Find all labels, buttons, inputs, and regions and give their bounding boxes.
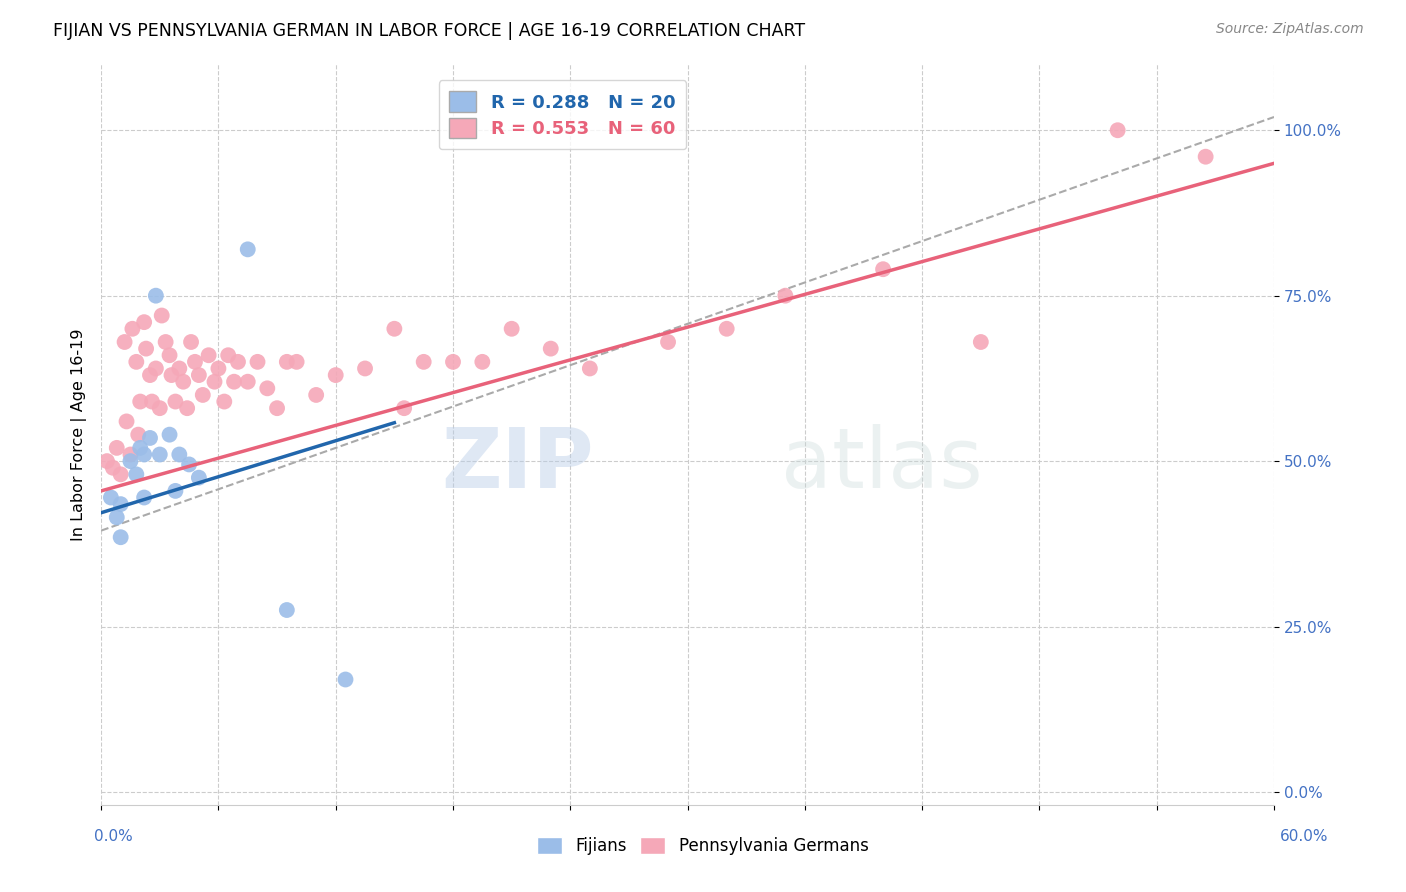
Point <box>236 375 259 389</box>
Point <box>159 348 181 362</box>
Text: Source: ZipAtlas.com: Source: ZipAtlas.com <box>1216 22 1364 37</box>
Point <box>191 388 214 402</box>
Point <box>101 460 124 475</box>
Point <box>110 497 132 511</box>
Point <box>169 448 191 462</box>
Point <box>105 510 128 524</box>
Point <box>184 355 207 369</box>
Point <box>222 375 245 389</box>
Point <box>276 355 298 369</box>
Point <box>207 361 229 376</box>
Point <box>172 375 194 389</box>
Point <box>127 427 149 442</box>
Point <box>354 361 377 376</box>
Point <box>135 342 157 356</box>
Point <box>382 322 405 336</box>
Point <box>96 454 118 468</box>
Point <box>540 342 562 356</box>
Point <box>217 348 239 362</box>
Point <box>276 603 298 617</box>
Point <box>1195 150 1218 164</box>
Point <box>775 288 797 302</box>
Point <box>246 355 269 369</box>
Point <box>165 483 187 498</box>
Point <box>335 673 357 687</box>
Point <box>187 368 209 383</box>
Text: 60.0%: 60.0% <box>1281 830 1329 844</box>
Text: atlas: atlas <box>782 424 983 505</box>
Point <box>325 368 347 383</box>
Point <box>236 243 259 257</box>
Point <box>214 394 236 409</box>
Point <box>716 322 738 336</box>
Point <box>129 441 152 455</box>
Point <box>125 467 148 482</box>
Point <box>160 368 183 383</box>
Point <box>169 361 191 376</box>
Point <box>970 334 993 349</box>
Point <box>120 448 142 462</box>
Point <box>501 322 523 336</box>
Point <box>392 401 415 416</box>
Point <box>100 491 122 505</box>
Point <box>141 394 163 409</box>
Point <box>120 454 142 468</box>
Point <box>226 355 249 369</box>
Point <box>471 355 494 369</box>
Point <box>305 388 328 402</box>
Point <box>657 334 679 349</box>
Text: ZIP: ZIP <box>441 424 593 505</box>
Point <box>256 381 278 395</box>
Point <box>149 401 172 416</box>
Point <box>204 375 226 389</box>
Point <box>872 262 894 277</box>
Point <box>114 334 136 349</box>
Point <box>129 394 152 409</box>
Point <box>115 414 138 428</box>
Point <box>1107 123 1129 137</box>
Point <box>165 394 187 409</box>
Point <box>176 401 198 416</box>
Point <box>110 467 132 482</box>
Point <box>285 355 308 369</box>
Point <box>579 361 602 376</box>
Point <box>134 491 156 505</box>
Point <box>125 355 148 369</box>
Y-axis label: In Labor Force | Age 16-19: In Labor Force | Age 16-19 <box>72 328 87 541</box>
Legend: R = 0.288   N = 20, R = 0.553   N = 60: R = 0.288 N = 20, R = 0.553 N = 60 <box>439 80 686 149</box>
Point <box>134 448 156 462</box>
Point <box>177 458 200 472</box>
Point <box>110 530 132 544</box>
Point <box>145 288 167 302</box>
Text: FIJIAN VS PENNSYLVANIA GERMAN IN LABOR FORCE | AGE 16-19 CORRELATION CHART: FIJIAN VS PENNSYLVANIA GERMAN IN LABOR F… <box>53 22 806 40</box>
Point <box>134 315 156 329</box>
Point <box>187 470 209 484</box>
Point <box>150 309 173 323</box>
Point <box>441 355 464 369</box>
Point <box>159 427 181 442</box>
Legend: Fijians, Pennsylvania Germans: Fijians, Pennsylvania Germans <box>530 830 876 862</box>
Text: 0.0%: 0.0% <box>94 830 134 844</box>
Point <box>197 348 219 362</box>
Point <box>266 401 288 416</box>
Point <box>139 431 162 445</box>
Point <box>139 368 162 383</box>
Point <box>155 334 177 349</box>
Point <box>149 448 172 462</box>
Point <box>180 334 202 349</box>
Point <box>121 322 143 336</box>
Point <box>145 361 167 376</box>
Point <box>412 355 434 369</box>
Point <box>105 441 128 455</box>
